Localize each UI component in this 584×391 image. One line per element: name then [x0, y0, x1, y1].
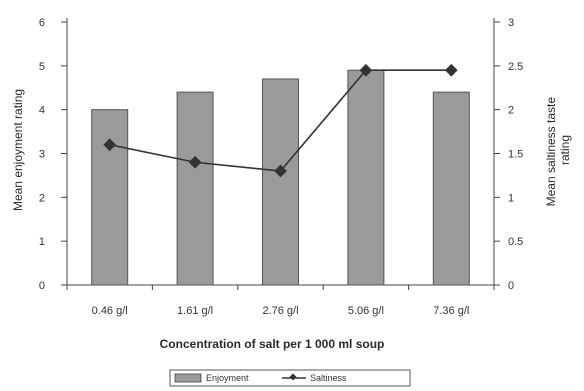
saltiness-point — [274, 164, 287, 178]
bar-enjoyment — [91, 109, 129, 286]
saltiness-point — [103, 138, 117, 152]
tick-labels: 0 1 2 3 4 5 6 0 0.5 1 1.5 2 2.5 3 0.46 g/l 1.61 g/l 2.76… — [39, 17, 523, 317]
y-axis-right-title-line1: Mean saltiness taste — [544, 97, 558, 207]
saltiness-point — [359, 63, 373, 77]
y-right-tick-label: 2 — [508, 105, 514, 117]
x-tick-label: 1.61 g/l — [177, 305, 213, 317]
saltiness-point — [444, 63, 458, 77]
legend-label-saltiness: Saltiness — [310, 373, 347, 383]
y-axis-right-title: Mean saltiness taste rating — [544, 94, 572, 207]
legend-label-enjoyment: Enjoyment — [206, 373, 249, 383]
x-axis-title: Concentration of salt per 1 000 ml soup — [160, 337, 385, 351]
bar-enjoyment — [432, 91, 470, 286]
x-tick-label: 2.76 g/l — [262, 305, 298, 317]
y-axis-left-title: Mean enjoyment rating — [11, 89, 25, 211]
legend: Enjoyment Saltiness — [169, 369, 411, 387]
y-right-tick-label: 0 — [508, 280, 514, 292]
saltiness-line — [103, 63, 458, 178]
legend-swatch-enjoyment — [174, 373, 202, 383]
bar-enjoyment — [347, 69, 385, 286]
y-axis-right-title-line2: rating — [558, 135, 572, 165]
x-tick-label: 5.06 g/l — [348, 305, 384, 317]
bar-enjoyment — [262, 78, 299, 286]
x-tick-label: 0.46 g/l — [92, 305, 128, 317]
legend-marker-saltiness — [289, 373, 297, 381]
y-right-tick-label: 3 — [508, 17, 514, 29]
y-right-tick-label: 1.5 — [508, 149, 523, 161]
y-left-tick-label: 2 — [39, 192, 45, 204]
y-left-tick-label: 1 — [39, 236, 45, 248]
saltiness-point — [188, 155, 202, 169]
y-left-tick-label: 3 — [39, 149, 45, 161]
bars — [91, 69, 470, 286]
y-right-tick-label: 0.5 — [508, 236, 523, 248]
y-left-tick-label: 6 — [39, 17, 45, 29]
bar-enjoyment — [176, 91, 214, 286]
y-left-tick-label: 4 — [39, 105, 45, 117]
y-left-tick-label: 5 — [39, 61, 45, 73]
x-tick-label: 7.36 g/l — [433, 305, 469, 317]
y-right-tick-label: 2.5 — [508, 61, 523, 73]
y-right-tick-label: 1 — [508, 192, 514, 204]
y-left-tick-label: 0 — [39, 280, 45, 292]
